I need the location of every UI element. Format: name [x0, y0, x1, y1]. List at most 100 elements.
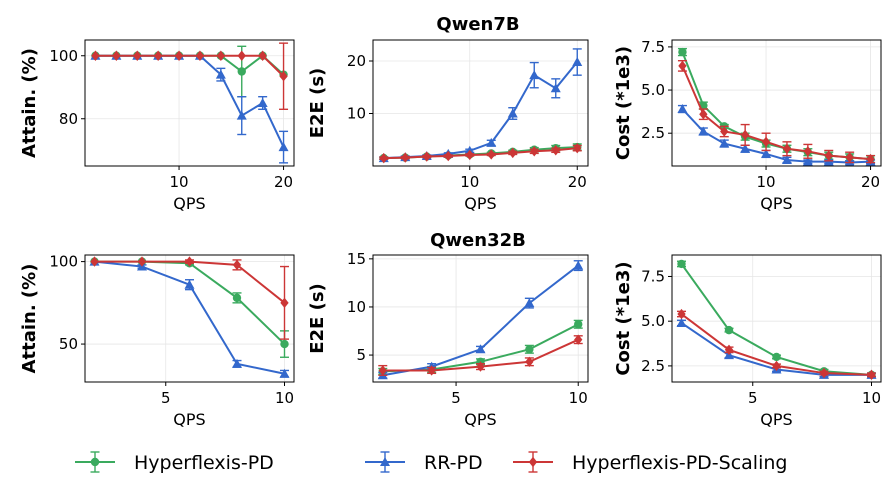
- legend-label: Hyperflexis-PD-Scaling: [572, 452, 787, 474]
- x-tick-label: 10: [170, 173, 189, 191]
- chart-panels: 10 20 80 100 QPS Attain. (%) 10 20 10 20 QPS E2E (s…: [19, 38, 882, 429]
- x-tick-label: 5: [748, 389, 758, 407]
- data-point: [781, 154, 792, 164]
- data-point: [232, 259, 242, 271]
- data-point: [698, 126, 709, 136]
- data-point: [278, 142, 289, 152]
- data-point: [133, 50, 142, 61]
- data-point: [508, 147, 517, 159]
- y-axis-label: Cost (*1e3): [613, 261, 634, 375]
- data-point: [215, 69, 226, 79]
- chart-panel-5: 5 10 5 10 15 QPS E2E (s): [307, 250, 589, 429]
- data-point: [422, 151, 431, 162]
- series-hyperflexis-pd-scaling: [677, 308, 876, 381]
- x-tick-label: 20: [861, 173, 880, 191]
- row-title-qwen7b: Qwen7B: [436, 14, 519, 35]
- data-point: [772, 352, 781, 362]
- y-tick-label: 7.5: [641, 267, 665, 285]
- axes-frame: [84, 39, 295, 167]
- data-point: [507, 108, 518, 118]
- legend-marker: [90, 457, 100, 467]
- x-tick-label: 10: [862, 389, 881, 407]
- data-point: [401, 152, 410, 163]
- data-point: [724, 325, 734, 335]
- data-point: [867, 369, 876, 381]
- axes-frame: [671, 254, 882, 383]
- data-point: [279, 368, 290, 378]
- data-point: [90, 256, 99, 267]
- data-point: [486, 137, 497, 147]
- x-tick-label: 5: [161, 389, 171, 407]
- data-point: [476, 361, 485, 372]
- data-point: [573, 142, 582, 154]
- chart-panel-4: 5 10 50 100 QPS Attain. (%): [19, 253, 295, 429]
- data-point: [678, 60, 687, 72]
- x-axis-label: QPS: [760, 194, 792, 213]
- series-hyperflexis-pd-scaling: [91, 42, 289, 111]
- y-tick-label: 2.5: [641, 357, 665, 375]
- y-tick-label: 5.0: [641, 312, 665, 330]
- data-point: [724, 344, 734, 356]
- data-point: [573, 260, 584, 270]
- series-hyperflexis-pd: [677, 259, 876, 380]
- series-rr-pd: [677, 104, 876, 167]
- data-point: [280, 339, 289, 349]
- series-line: [681, 108, 871, 164]
- legend-marker: [380, 457, 390, 466]
- data-point: [866, 153, 875, 165]
- legend-item-rr-pd: RR-PD: [365, 451, 483, 474]
- data-point: [761, 136, 771, 148]
- x-axis-label: QPS: [464, 194, 496, 213]
- data-point: [525, 345, 534, 354]
- x-tick-label: 10: [275, 389, 294, 407]
- chart-panel-6: 5 10 2.5 5.0 7.5 QPS Cost (*1e3): [613, 254, 882, 429]
- data-point: [719, 138, 730, 148]
- data-point: [236, 110, 247, 120]
- data-point: [740, 129, 750, 141]
- y-tick-label: 10: [347, 105, 366, 123]
- y-axis-label: Attain. (%): [19, 264, 40, 374]
- legend: Hyperflexis-PD RR-PD Hyperflexis-PD-Scalin…: [75, 451, 787, 474]
- data-point: [530, 146, 539, 157]
- data-point: [91, 50, 100, 61]
- data-point: [232, 293, 242, 303]
- y-axis-label: Cost (*1e3): [613, 46, 634, 160]
- series-hyperflexis-pd-scaling: [90, 256, 289, 340]
- data-point: [524, 298, 535, 308]
- data-point: [525, 356, 534, 367]
- data-point: [216, 50, 226, 61]
- y-tick-label: 2.5: [641, 124, 665, 142]
- data-point: [153, 50, 163, 61]
- data-point: [529, 70, 540, 80]
- axes-frame: [372, 39, 589, 167]
- legend-item-hyperflexis-pd: Hyperflexis-PD: [75, 451, 274, 474]
- data-point: [676, 317, 687, 327]
- legend-marker: [528, 456, 538, 468]
- data-point: [112, 50, 121, 61]
- y-tick-label: 100: [49, 47, 78, 65]
- data-point: [802, 156, 813, 166]
- data-point: [677, 308, 686, 320]
- data-point: [551, 145, 560, 156]
- data-point: [677, 259, 686, 269]
- y-tick-label: 15: [347, 250, 366, 268]
- data-point: [475, 344, 486, 354]
- series-hyperflexis-pd-scaling: [379, 142, 582, 164]
- data-point: [824, 150, 833, 161]
- series-line: [95, 54, 285, 77]
- data-point: [740, 143, 751, 153]
- data-point: [378, 365, 387, 376]
- y-tick-label: 10: [347, 298, 366, 316]
- series-hyperflexis-pd-scaling: [677, 60, 876, 165]
- x-tick-label: 20: [274, 173, 293, 191]
- x-axis-label: QPS: [173, 194, 205, 213]
- axes-frame: [372, 254, 589, 383]
- x-tick-label: 5: [451, 389, 461, 407]
- chart-panel-2: 10 20 10 20 QPS E2E (s): [307, 39, 589, 213]
- data-point: [379, 152, 388, 164]
- y-tick-label: 7.5: [641, 38, 665, 56]
- data-point: [195, 50, 205, 61]
- y-axis-label: Attain. (%): [19, 48, 40, 158]
- data-point: [444, 150, 453, 162]
